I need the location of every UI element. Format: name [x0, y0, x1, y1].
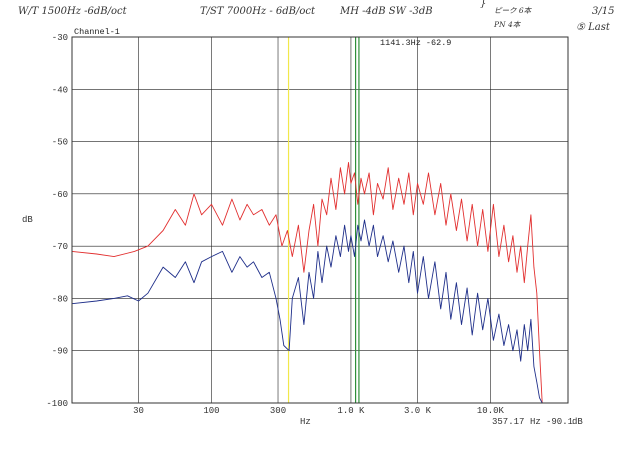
marker-frequency-unit: Hz — [530, 417, 541, 427]
cursor-readout: 1141.3Hz -62.9 — [380, 38, 451, 48]
y-tick-label: -100 — [46, 399, 68, 409]
note-run-label: ⑤ Last — [576, 22, 611, 33]
x-tick-label: 100 — [203, 406, 219, 416]
series-blue-line — [71, 219, 543, 404]
plot-frame — [71, 36, 569, 404]
plot-grid — [72, 36, 568, 404]
y-tick-label: -30 — [52, 33, 68, 43]
y-axis-ticks: -30 -40 -50 -60 -70 -80 -90 -100 — [46, 33, 68, 409]
y-tick-label: -60 — [52, 190, 68, 200]
note-tweeter-supertweeter-crossover: T/ST 7000Hz - 6dB/oct — [200, 6, 316, 17]
y-tick-label: -90 — [52, 347, 68, 357]
marker-level: -90.1 — [546, 417, 573, 427]
series-red-line — [71, 162, 543, 404]
cursor-markers — [287, 37, 360, 403]
brace-mark: } — [480, 0, 486, 9]
note-pn-count: PN 4本 — [493, 20, 522, 29]
x-tick-label: 300 — [270, 406, 286, 416]
y-tick-label: -40 — [52, 85, 68, 95]
note-date: 3/15 — [592, 6, 614, 17]
note-peak-count: ピーク 6本 — [494, 6, 533, 15]
marker-frequency: 357.17 — [492, 417, 524, 427]
note-woofer-tweeter-crossover: W/T 1500Hz -6dB/oct — [18, 6, 128, 17]
x-tick-label: 1.0 K — [337, 406, 365, 416]
x-axis-label: Hz — [300, 417, 311, 427]
y-axis-label: dB — [22, 215, 33, 225]
x-tick-label: 3.0 K — [404, 406, 432, 416]
x-axis-ticks: 30 100 300 1.0 K 3.0 K 10.0K — [133, 406, 504, 416]
y-tick-label: -50 — [52, 138, 68, 148]
plot-series — [71, 162, 543, 404]
x-tick-label: 30 — [133, 406, 144, 416]
marker-level-unit: dB — [572, 417, 583, 427]
y-tick-label: -70 — [52, 242, 68, 252]
note-level-trims: MH -4dB SW -3dB — [339, 6, 433, 17]
x-tick-label: 10.0K — [477, 406, 505, 416]
y-tick-label: -80 — [52, 294, 68, 304]
chart-title: Channel-1 — [74, 27, 120, 37]
